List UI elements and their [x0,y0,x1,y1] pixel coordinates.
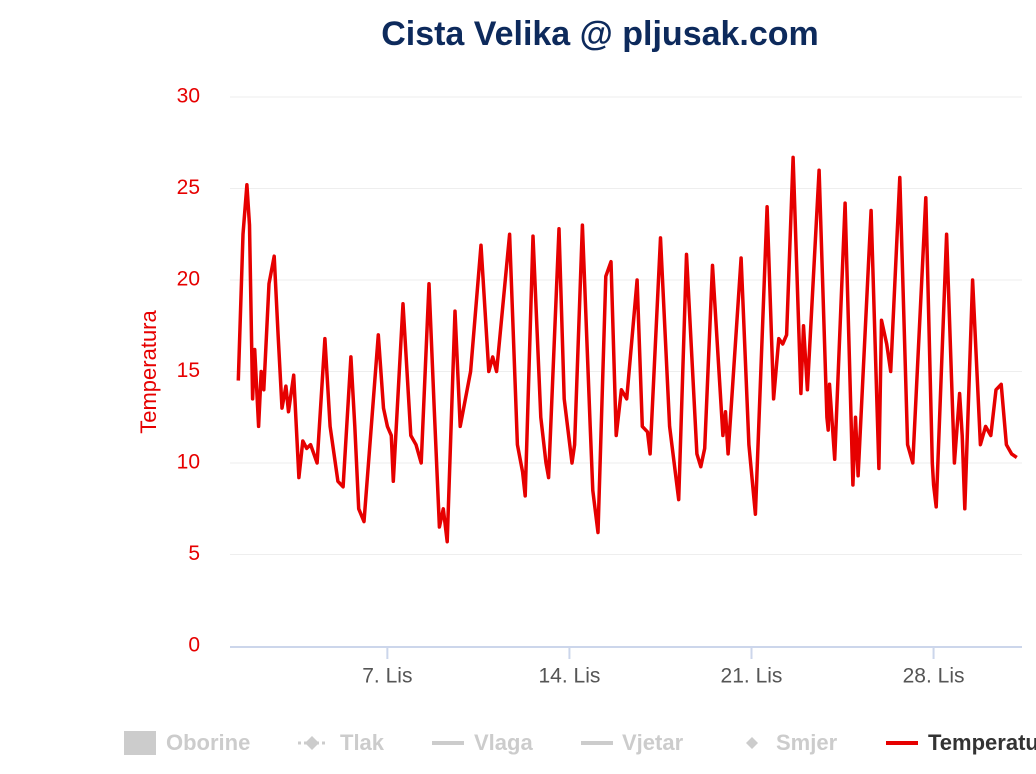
x-tick-label: 14. Lis [538,665,600,688]
legend-label[interactable]: Vlaga [474,730,533,755]
temperature-line [236,155,1018,544]
x-tick-label: 21. Lis [721,665,783,688]
y-tick-label: 5 [188,542,200,565]
x-tick-label: 7. Lis [362,665,412,688]
legend-label[interactable]: Oborine [166,730,250,755]
y-tick-label: 20 [177,268,200,291]
y-tick-label: 15 [177,359,200,382]
y-tick-label: 10 [177,451,200,474]
legend-label[interactable]: Tlak [340,730,385,755]
y-axis-title: Temperatura [136,309,161,433]
y-tick-label: 25 [177,176,200,199]
legend-symbol [305,736,319,750]
y-tick-label: 30 [177,85,200,108]
legend-label[interactable]: Vjetar [622,730,684,755]
legend-label[interactable]: Smjer [776,730,838,755]
chart-title: Cista Velika @ pljusak.com [381,15,819,53]
legend-symbol [124,731,156,755]
legend-label[interactable]: Temperatura [928,730,1036,755]
y-tick-label: 0 [188,634,200,657]
legend-symbol [746,737,758,749]
x-tick-label: 28. Lis [903,665,965,688]
